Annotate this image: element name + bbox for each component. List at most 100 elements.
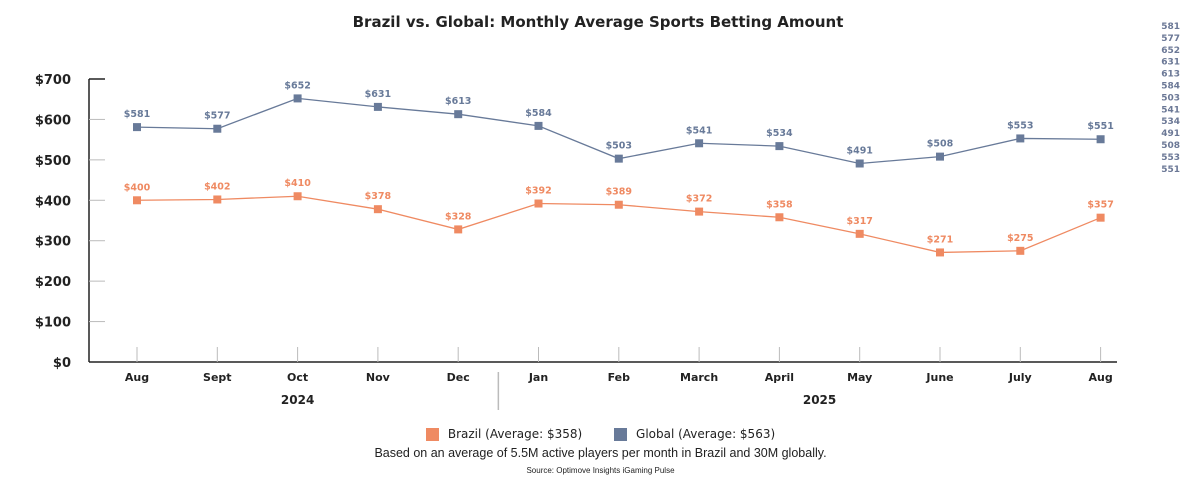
marker-global bbox=[936, 152, 944, 161]
side-annotation-value: 613 bbox=[1161, 70, 1180, 80]
side-annotation-value: 508 bbox=[1161, 141, 1180, 151]
data-label-global: $541 bbox=[686, 125, 712, 136]
x-tick-label: Jan bbox=[528, 371, 548, 384]
year-label: 2024 bbox=[281, 393, 314, 407]
side-annotation-value: 551 bbox=[1161, 165, 1180, 175]
side-annotation-value: 541 bbox=[1161, 105, 1180, 115]
marker-global bbox=[534, 121, 543, 130]
data-label-brazil: $378 bbox=[365, 191, 392, 202]
marker-global bbox=[855, 159, 864, 168]
legend-label-brazil: Brazil (Average: $358) bbox=[447, 427, 583, 441]
data-label-brazil: $317 bbox=[846, 216, 872, 227]
marker-brazil bbox=[133, 196, 141, 205]
side-annotation-value: 503 bbox=[1161, 93, 1180, 103]
x-tick-label: June bbox=[925, 371, 953, 384]
marker-brazil bbox=[1016, 246, 1025, 255]
marker-global bbox=[695, 139, 704, 148]
legend: Brazil (Average: $358) Global (Average: … bbox=[0, 427, 1201, 444]
data-label-global: $534 bbox=[766, 128, 793, 139]
marker-brazil bbox=[454, 225, 463, 234]
data-label-brazil: $392 bbox=[525, 186, 551, 197]
marker-global bbox=[213, 124, 222, 133]
x-tick-label: Oct bbox=[287, 371, 308, 384]
side-annotation-value: 491 bbox=[1161, 129, 1180, 139]
side-annotation-value: 581 bbox=[1161, 22, 1180, 32]
marker-brazil bbox=[534, 199, 543, 208]
side-annotation-value: 577 bbox=[1161, 34, 1180, 44]
marker-global bbox=[133, 123, 141, 132]
data-label-brazil: $400 bbox=[124, 182, 151, 193]
x-tick-label: Nov bbox=[366, 371, 391, 384]
source-credit: Source: Optimove Insights iGaming Pulse bbox=[526, 466, 675, 475]
axes: $0 $100 $200 $300 $400 $500 $600 $700 Aug Sept Oct… bbox=[35, 73, 1117, 410]
legend-item-brazil: Brazil (Average: $358) bbox=[425, 427, 583, 441]
data-label-brazil: $389 bbox=[606, 187, 632, 198]
marker-brazil bbox=[855, 229, 864, 238]
y-tick-label: $0 bbox=[53, 356, 71, 371]
data-label-global: $553 bbox=[1007, 120, 1033, 131]
marker-global bbox=[1096, 135, 1105, 144]
x-tick-label: Sept bbox=[203, 371, 232, 384]
data-label-global: $581 bbox=[124, 109, 150, 120]
legend-item-global: Global (Average: $563) bbox=[614, 427, 775, 441]
side-annotation-value: 631 bbox=[1161, 58, 1180, 68]
data-label-brazil: $358 bbox=[766, 199, 793, 210]
marker-brazil bbox=[695, 207, 704, 216]
data-label-brazil: $271 bbox=[927, 234, 953, 245]
legend-swatch-brazil bbox=[425, 427, 439, 441]
marker-brazil bbox=[775, 213, 784, 222]
x-tick-label: Dec bbox=[447, 371, 470, 384]
data-label-global: $631 bbox=[365, 89, 391, 100]
x-tick-label: July bbox=[1008, 371, 1032, 384]
x-tick-label: Aug bbox=[125, 371, 149, 384]
data-label-brazil: $402 bbox=[204, 181, 230, 192]
data-label-brazil: $275 bbox=[1007, 233, 1033, 244]
legend-label-global: Global (Average: $563) bbox=[636, 427, 776, 441]
data-label-global: $584 bbox=[525, 108, 552, 119]
series-line-global bbox=[136, 97, 1101, 165]
y-tick-label: $300 bbox=[35, 235, 71, 250]
side-annotation-value: 553 bbox=[1161, 153, 1180, 163]
series-lines bbox=[136, 97, 1101, 254]
y-tick-label: $400 bbox=[35, 194, 71, 209]
marker-brazil bbox=[293, 192, 302, 201]
side-annotation-value: 584 bbox=[1161, 82, 1180, 92]
data-markers bbox=[133, 94, 1105, 257]
data-label-global: $508 bbox=[927, 139, 954, 150]
marker-global bbox=[373, 102, 382, 111]
data-label-brazil: $328 bbox=[445, 211, 472, 222]
marker-global bbox=[614, 154, 623, 163]
y-tick-label: $500 bbox=[35, 154, 71, 169]
side-annotation-value: 652 bbox=[1161, 46, 1180, 56]
side-annotation-value: 534 bbox=[1161, 117, 1180, 127]
legend-swatch-global bbox=[614, 427, 628, 441]
x-tick-label: May bbox=[847, 371, 872, 384]
year-label: 2025 bbox=[803, 393, 836, 407]
marker-brazil bbox=[614, 200, 623, 209]
x-tick-label: March bbox=[680, 371, 718, 384]
data-label-global: $491 bbox=[846, 145, 872, 156]
y-tick-label: $700 bbox=[35, 73, 71, 88]
data-label-global: $613 bbox=[445, 96, 471, 107]
data-label-global: $503 bbox=[606, 141, 632, 152]
marker-brazil bbox=[373, 205, 382, 214]
data-labels: $400 $402 $410 $378 $328 $392 $389 $372 $358 $317… bbox=[124, 80, 1114, 245]
marker-brazil bbox=[213, 195, 222, 204]
y-tick-label: $200 bbox=[35, 275, 71, 290]
marker-global bbox=[1016, 134, 1025, 143]
y-tick-label: $600 bbox=[35, 113, 71, 128]
x-tick-label: Aug bbox=[1088, 371, 1112, 384]
data-label-brazil: $372 bbox=[686, 194, 712, 205]
footnote: Based on an average of 5.5M active playe… bbox=[374, 446, 827, 460]
marker-global bbox=[293, 94, 302, 103]
data-label-brazil: $357 bbox=[1087, 200, 1113, 211]
marker-brazil bbox=[1096, 213, 1105, 222]
data-label-brazil: $410 bbox=[284, 178, 311, 189]
marker-brazil bbox=[936, 248, 944, 257]
x-tick-label: April bbox=[765, 371, 794, 384]
x-tick-label: Feb bbox=[608, 371, 631, 384]
marker-global bbox=[454, 110, 463, 119]
data-label-global: $551 bbox=[1087, 121, 1113, 132]
